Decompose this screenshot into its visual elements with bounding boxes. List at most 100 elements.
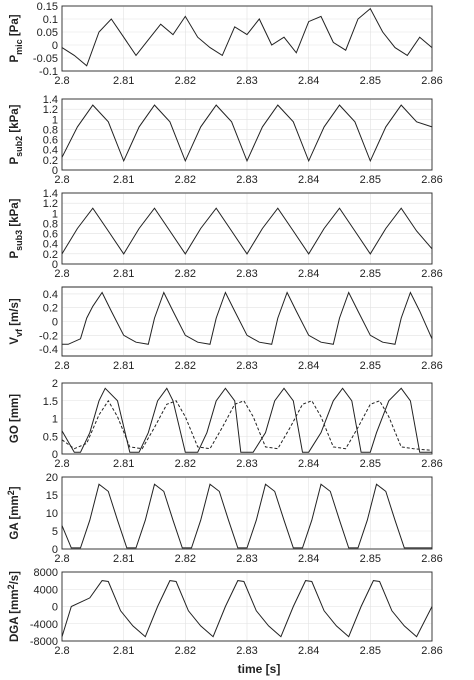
y-tick-label: 1.5 — [43, 396, 58, 408]
series-line-1 — [61, 7, 433, 67]
x-tick-label: 2.85 — [360, 553, 381, 565]
plot-border — [61, 98, 433, 171]
y-tick-label: 1.2 — [43, 198, 58, 210]
y-tick-label: 20 — [46, 472, 58, 484]
x-tick-label: 2.82 — [175, 553, 196, 565]
y-axis-label: DGA [mm2/s] — [6, 571, 21, 642]
x-tick-label: 2.82 — [175, 645, 196, 657]
series-line-1 — [61, 207, 433, 255]
y-tick-label: -0.1 — [39, 66, 58, 78]
y-tick-label: 0.6 — [43, 229, 58, 241]
x-tick-label: 2.81 — [113, 553, 134, 565]
y-tick-label: 1.4 — [43, 94, 58, 106]
x-tick-label: 2.84 — [298, 360, 319, 372]
x-tick-label: 2.83 — [236, 75, 257, 87]
series-line-1 — [61, 483, 432, 549]
y-tick-label: 0.15 — [37, 1, 58, 13]
x-tick-label: 2.8 — [54, 268, 69, 280]
y-axis-label: GO [mm] — [9, 394, 21, 443]
x-tick-label: 2.84 — [298, 645, 319, 657]
y-axis-label-main: GA [mm — [9, 495, 21, 539]
y-tick-label: 4000 — [34, 584, 58, 596]
y-axis-label: GA [mm2] — [6, 486, 21, 539]
y-axis-label-superscript: 2 — [6, 584, 16, 589]
y-tick-label: 0.8 — [43, 218, 58, 230]
x-tick-label: 2.83 — [236, 268, 257, 280]
y-axis-label: Vvf [m/s] — [9, 298, 24, 345]
y-tick-label: 0.4 — [43, 145, 58, 157]
plot-border — [61, 476, 433, 550]
x-tick-label: 2.86 — [421, 174, 442, 186]
y-axis-label-unit: [kPa] — [9, 104, 21, 135]
y-tick-label: 0 — [52, 40, 58, 52]
x-tick-label: 2.81 — [113, 360, 134, 372]
x-tick-label: 2.82 — [175, 458, 196, 470]
y-tick-label: 0.2 — [43, 249, 58, 261]
plot-border — [61, 382, 433, 455]
y-tick-label: 0.2 — [43, 155, 58, 167]
x-tick-label: 2.86 — [421, 645, 442, 657]
x-tick-label: 2.86 — [421, 553, 442, 565]
y-tick-label: 0 — [52, 259, 58, 271]
x-tick-label: 2.81 — [113, 174, 134, 186]
y-tick-label: 2 — [52, 378, 58, 390]
x-tick-label: 2.85 — [360, 174, 381, 186]
y-axis-label-subscript: vf — [14, 328, 24, 337]
series-line-1 — [61, 580, 433, 638]
y-tick-label: 0 — [52, 317, 58, 329]
panel-7: 2.8 2.81 2.82 2.83 2.84 2.85 2.86 8000 4000 0 -400… — [6, 567, 443, 657]
x-tick-label: 2.84 — [298, 458, 319, 470]
y-axis-label: Pmic [Pa] — [9, 14, 24, 62]
y-tick-label: 0.5 — [43, 431, 58, 443]
x-tick-label: 2.85 — [360, 268, 381, 280]
x-tick-label: 2.8 — [54, 458, 69, 470]
y-tick-label: 0.4 — [43, 239, 58, 251]
y-tick-label: 0 — [52, 544, 58, 556]
y-axis-label-main: P — [9, 157, 21, 165]
y-axis-label-unit: [kPa] — [9, 198, 21, 229]
y-axis-label-main: V — [9, 337, 21, 345]
x-tick-label: 2.8 — [54, 645, 69, 657]
y-axis-label-main: DGA [mm — [9, 589, 21, 642]
series-line-1 — [62, 291, 433, 345]
x-tick-label: 2.83 — [236, 553, 257, 565]
y-tick-label: 1 — [52, 414, 58, 426]
x-tick-label: 2.84 — [298, 268, 319, 280]
x-axis-label: time [s] — [238, 662, 281, 676]
y-tick-label: -4000 — [30, 619, 58, 631]
y-tick-label: 1.2 — [43, 104, 58, 116]
y-tick-label: 0.8 — [43, 124, 58, 136]
panel-1: 2.8 2.81 2.82 2.83 2.84 2.85 2.860.150.10.050-… — [9, 1, 443, 87]
x-tick-label: 2.82 — [175, 268, 196, 280]
y-tick-label: 1 — [52, 208, 58, 220]
series-line-1 — [61, 104, 433, 163]
panel-5: 2.8 2.81 2.82 2.83 2.84 2.85 2.86 2 1.5 1 0.5 0 GO [… — [9, 378, 443, 470]
x-tick-label: 2.86 — [421, 458, 442, 470]
y-tick-label: -0.2 — [39, 330, 58, 342]
y-tick-label: 0.4 — [43, 289, 58, 301]
x-tick-label: 2.86 — [421, 75, 442, 87]
y-axis-label-superscript: 2 — [6, 490, 16, 495]
y-tick-label: -0.4 — [39, 344, 58, 356]
x-tick-label: 2.85 — [360, 75, 381, 87]
panel-6: 2.8 2.81 2.82 2.83 2.84 2.85 2.86 20 15 10 5 0 GA [m… — [6, 472, 443, 565]
y-tick-label: 0.05 — [37, 27, 58, 39]
x-tick-label: 2.84 — [298, 75, 319, 87]
y-tick-label: 5 — [52, 526, 58, 538]
y-tick-label: -8000 — [30, 636, 58, 648]
y-axis-label-unit: [Pa] — [9, 14, 21, 39]
y-tick-label: 1 — [52, 114, 58, 126]
x-tick-label: 2.83 — [236, 360, 257, 372]
y-axis-label-main: P — [9, 251, 21, 259]
panel-4: 2.8 2.81 2.82 2.83 2.84 2.85 2.86 0.4 0.2 0-0.2 -0… — [9, 286, 443, 372]
y-tick-label: 0.1 — [43, 14, 58, 26]
y-axis-label-unit: [m/s] — [9, 298, 21, 329]
series-line-2 — [61, 399, 433, 451]
y-tick-label: 0 — [52, 165, 58, 177]
panel-2: 2.8 2.81 2.82 2.83 2.84 2.85 2.86 1.41.210.80.6… — [9, 94, 443, 186]
x-tick-label: 2.82 — [175, 174, 196, 186]
y-axis-label-unit: /s] — [9, 571, 21, 585]
y-axis-label-subscript: sub3 — [14, 230, 24, 251]
x-tick-label: 2.81 — [113, 458, 134, 470]
